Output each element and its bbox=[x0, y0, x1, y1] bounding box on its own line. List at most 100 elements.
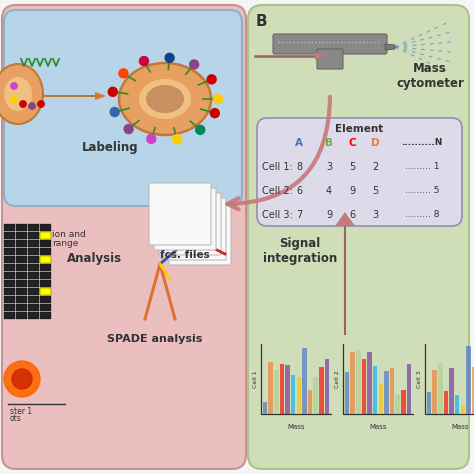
Polygon shape bbox=[95, 92, 106, 100]
Text: Cell 3:: Cell 3: bbox=[262, 210, 293, 220]
Bar bbox=[350, 352, 355, 414]
Bar bbox=[274, 370, 279, 414]
Text: 5: 5 bbox=[372, 186, 378, 196]
Bar bbox=[16, 232, 27, 239]
Bar bbox=[28, 232, 39, 239]
Bar bbox=[345, 372, 349, 414]
Bar bbox=[390, 368, 394, 414]
Bar bbox=[379, 384, 383, 414]
Circle shape bbox=[119, 69, 128, 78]
FancyBboxPatch shape bbox=[169, 203, 231, 265]
Bar bbox=[302, 348, 307, 414]
FancyArrowPatch shape bbox=[228, 97, 330, 210]
FancyBboxPatch shape bbox=[4, 10, 242, 206]
Bar bbox=[40, 312, 51, 319]
FancyBboxPatch shape bbox=[2, 5, 246, 469]
Circle shape bbox=[12, 369, 32, 389]
Text: 6: 6 bbox=[296, 186, 302, 196]
FancyBboxPatch shape bbox=[164, 198, 226, 260]
Bar bbox=[4, 232, 15, 239]
Ellipse shape bbox=[139, 79, 191, 119]
Bar bbox=[427, 392, 431, 414]
Text: Cell 2:: Cell 2: bbox=[262, 186, 293, 196]
Circle shape bbox=[210, 109, 219, 118]
Bar bbox=[28, 248, 39, 255]
Text: 3: 3 bbox=[326, 162, 332, 172]
Circle shape bbox=[108, 87, 117, 96]
Circle shape bbox=[173, 135, 182, 144]
Bar bbox=[4, 256, 15, 263]
Bar bbox=[367, 352, 372, 414]
Bar bbox=[472, 366, 474, 414]
Bar bbox=[444, 391, 448, 414]
Bar bbox=[356, 350, 361, 414]
Bar bbox=[308, 391, 312, 414]
Circle shape bbox=[38, 101, 44, 107]
Text: Signal
integration: Signal integration bbox=[263, 237, 337, 265]
FancyBboxPatch shape bbox=[159, 193, 221, 255]
Bar bbox=[28, 256, 39, 263]
Text: Cell 1: Cell 1 bbox=[253, 370, 258, 388]
Circle shape bbox=[29, 103, 35, 109]
Text: Analysis: Analysis bbox=[67, 252, 123, 265]
Text: ots: ots bbox=[10, 414, 22, 423]
Text: ......... 1: ......... 1 bbox=[405, 162, 439, 171]
Bar bbox=[16, 296, 27, 303]
Text: Mass: Mass bbox=[287, 424, 305, 430]
Text: 9: 9 bbox=[326, 210, 332, 220]
Bar bbox=[40, 232, 51, 239]
Text: ..........N: ..........N bbox=[401, 138, 443, 147]
Bar bbox=[40, 264, 51, 271]
Bar bbox=[461, 405, 465, 414]
Bar bbox=[40, 296, 51, 303]
Circle shape bbox=[110, 108, 119, 117]
FancyBboxPatch shape bbox=[317, 49, 343, 69]
Bar bbox=[407, 365, 411, 414]
Text: Mass: Mass bbox=[369, 424, 387, 430]
Ellipse shape bbox=[4, 77, 32, 111]
Bar bbox=[4, 264, 15, 271]
Ellipse shape bbox=[0, 64, 43, 124]
Bar bbox=[319, 366, 324, 414]
Bar bbox=[28, 224, 39, 231]
Bar bbox=[40, 256, 51, 263]
Circle shape bbox=[190, 60, 199, 69]
Text: D: D bbox=[371, 138, 379, 148]
Bar bbox=[4, 312, 15, 319]
Bar bbox=[40, 304, 51, 311]
Circle shape bbox=[147, 135, 156, 144]
Text: Mass: Mass bbox=[451, 424, 469, 430]
Text: B: B bbox=[256, 14, 268, 29]
Bar bbox=[449, 368, 454, 414]
Text: ......... 5: ......... 5 bbox=[405, 186, 439, 195]
Polygon shape bbox=[315, 52, 325, 60]
Bar bbox=[40, 280, 51, 287]
Bar bbox=[285, 365, 290, 414]
Bar bbox=[16, 264, 27, 271]
Text: Cell 2: Cell 2 bbox=[335, 370, 340, 388]
Circle shape bbox=[139, 56, 148, 65]
Bar bbox=[16, 248, 27, 255]
Bar bbox=[466, 346, 471, 414]
Bar bbox=[373, 366, 377, 414]
Bar bbox=[16, 280, 27, 287]
Bar bbox=[401, 390, 406, 414]
Text: Cell 3: Cell 3 bbox=[417, 370, 422, 388]
Bar bbox=[40, 288, 51, 295]
Text: ion and: ion and bbox=[52, 230, 86, 239]
Bar bbox=[4, 248, 15, 255]
FancyBboxPatch shape bbox=[248, 5, 469, 469]
Bar bbox=[268, 362, 273, 414]
Bar bbox=[16, 224, 27, 231]
Bar bbox=[4, 240, 15, 247]
FancyBboxPatch shape bbox=[257, 118, 462, 226]
Bar bbox=[325, 359, 329, 414]
FancyBboxPatch shape bbox=[273, 34, 387, 54]
Text: Cell 1:: Cell 1: bbox=[262, 162, 293, 172]
Text: fcs. files: fcs. files bbox=[160, 250, 210, 260]
Bar bbox=[4, 288, 15, 295]
Bar bbox=[4, 224, 15, 231]
FancyBboxPatch shape bbox=[149, 183, 211, 245]
Bar bbox=[16, 272, 27, 279]
Circle shape bbox=[165, 53, 174, 62]
